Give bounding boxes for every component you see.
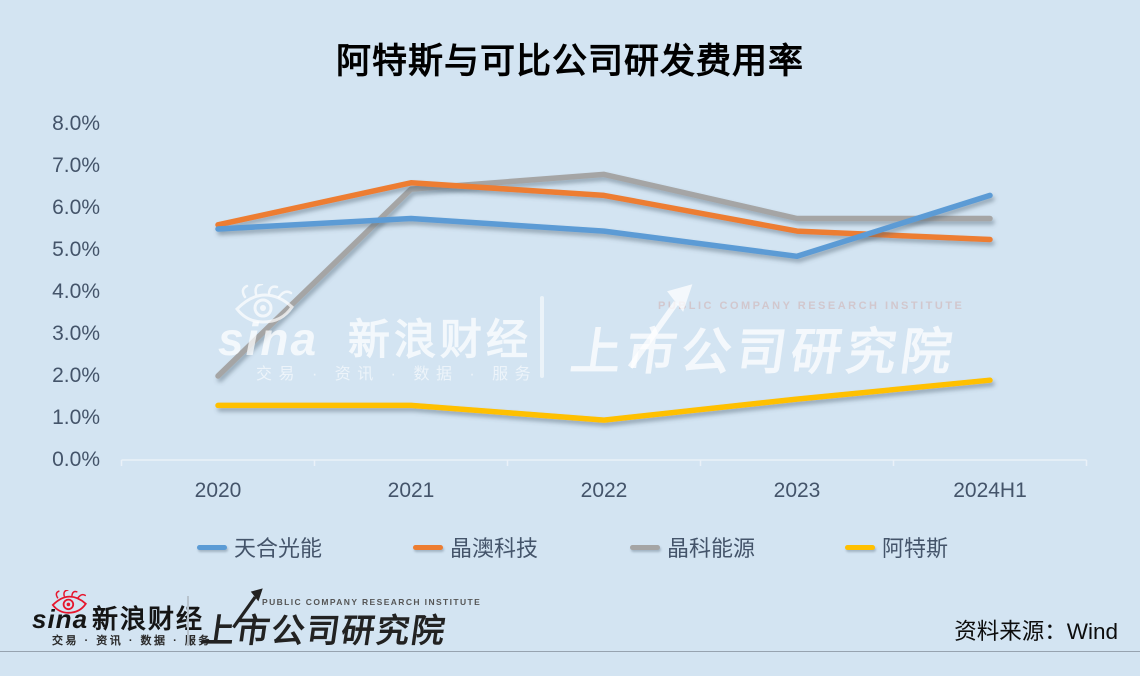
- y-axis-label: 0.0%: [52, 448, 100, 471]
- trend-arrow-icon: [232, 588, 263, 629]
- legend-label: 晶科能源: [667, 536, 756, 561]
- x-axis-label: 2024H1: [953, 479, 1027, 502]
- x-axis-label: 2021: [387, 479, 435, 502]
- chart-title: 阿特斯与可比公司研发费用率: [335, 42, 804, 81]
- y-axis-label: 2.0%: [52, 364, 100, 387]
- footer-institute-en: PUBLIC COMPANY RESEARCH INSTITUTE: [262, 597, 482, 607]
- legend-label: 天合光能: [234, 536, 323, 561]
- legend-label: 晶澳科技: [450, 536, 539, 561]
- y-axis-label: 5.0%: [52, 238, 100, 261]
- legend-item: 晶澳科技: [413, 533, 538, 561]
- data-source: 资料来源：Wind: [954, 619, 1118, 644]
- y-axis-label: 8.0%: [52, 112, 100, 135]
- legend-swatch: [845, 544, 875, 550]
- legend-label: 阿特斯: [882, 536, 949, 561]
- footer-sina-wordmark: sina: [32, 604, 89, 634]
- legend-item: 天合光能: [197, 533, 322, 561]
- legend-item: 阿特斯: [845, 533, 948, 561]
- series-line: [215, 192, 993, 260]
- series-line: [215, 377, 993, 423]
- x-axis-label: 2023: [773, 479, 821, 502]
- y-axis-label: 1.0%: [52, 406, 100, 429]
- legend-swatch: [413, 544, 443, 550]
- y-axis-label: 7.0%: [52, 154, 100, 177]
- footer-tagline: 交易 · 资讯 · 数据 · 服务: [52, 635, 212, 647]
- footer-rule: [0, 651, 1140, 652]
- footer-divider: [187, 596, 189, 646]
- y-axis-label: 6.0%: [52, 196, 100, 219]
- y-axis-label: 3.0%: [52, 322, 100, 345]
- legend-swatch: [197, 544, 227, 550]
- x-axis-label: 2022: [580, 479, 628, 502]
- legend-swatch: [630, 544, 660, 550]
- footer: sina 新浪财经 交易 · 资讯 · 数据 · 服务 PUBLIC COMPA…: [0, 580, 1140, 676]
- y-axis-label: 4.0%: [52, 280, 100, 303]
- legend-item: 晶科能源: [630, 533, 755, 561]
- sina-eye-icon: [51, 590, 87, 614]
- footer-brand: 新浪财经: [92, 604, 205, 634]
- x-axis-label: 2020: [194, 479, 242, 502]
- series-line: [215, 171, 993, 379]
